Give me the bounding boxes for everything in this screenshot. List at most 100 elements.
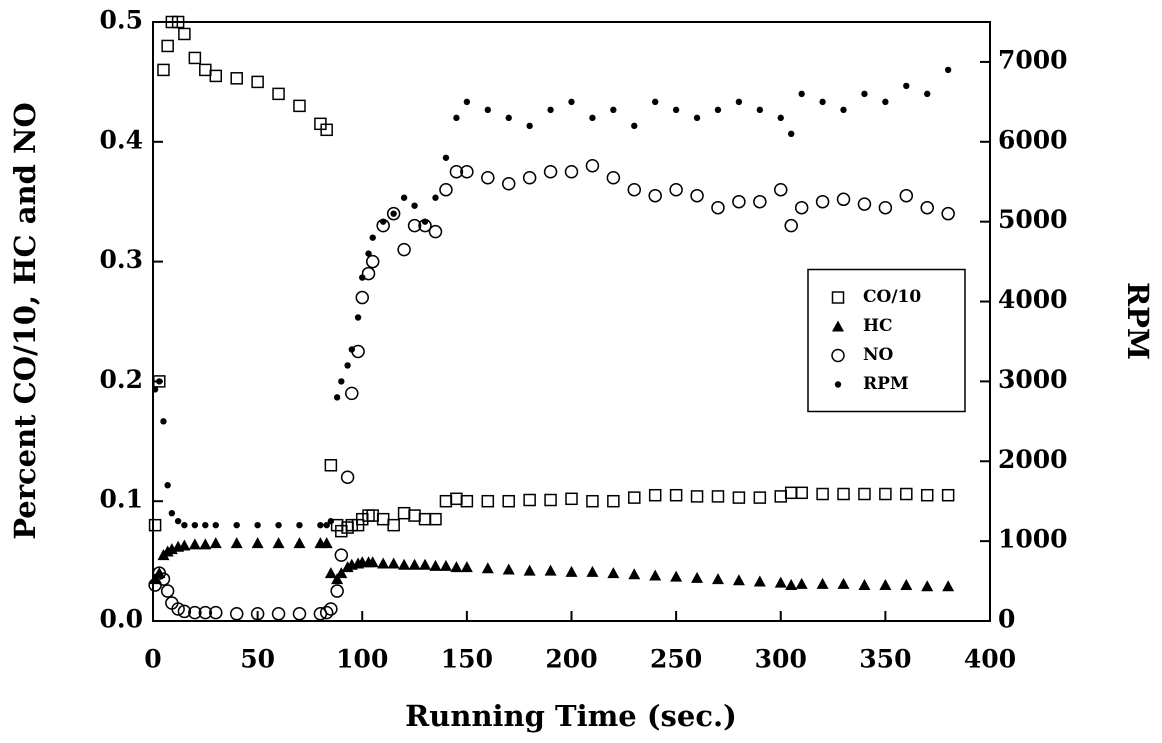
data-point [586, 494, 599, 508]
data-point [784, 486, 798, 500]
data-point [774, 490, 787, 503]
data-point [481, 562, 494, 574]
data-point [460, 165, 474, 179]
data-point [732, 491, 746, 504]
y2-tick-label: 4000 [998, 285, 1068, 314]
data-point [411, 202, 418, 209]
data-point [178, 27, 191, 41]
data-point [607, 567, 620, 579]
data-point [324, 459, 338, 472]
data-point [795, 486, 808, 500]
legend-box [807, 268, 966, 413]
data-point [439, 559, 452, 571]
y-tick-label: 0.5 [100, 6, 144, 35]
data-point [419, 558, 432, 570]
data-point [293, 537, 306, 549]
data-point [398, 558, 411, 570]
data-point [390, 210, 397, 217]
data-point [691, 571, 704, 583]
data-point [785, 579, 798, 591]
data-point [450, 492, 463, 506]
data-point [165, 15, 179, 29]
data-point [151, 386, 159, 393]
data-point [670, 570, 683, 582]
data-point [840, 106, 847, 114]
y-axis-label: Percent CO/10, HC and NO [8, 102, 42, 540]
data-point [449, 165, 464, 179]
data-point [711, 573, 724, 585]
data-point [338, 378, 345, 385]
data-point [920, 200, 934, 215]
data-point [522, 170, 537, 185]
data-point [784, 218, 798, 233]
data-point [156, 572, 171, 586]
x-tick-label: 300 [755, 645, 807, 674]
y-tick-label: 0.4 [100, 125, 144, 154]
data-point [941, 206, 955, 221]
data-point [711, 200, 725, 215]
data-point [229, 607, 244, 621]
data-point [365, 250, 372, 257]
data-point [711, 490, 725, 503]
data-point [481, 494, 495, 508]
data-point [160, 584, 175, 598]
data-point [272, 537, 285, 549]
data-point [199, 538, 212, 550]
data-point [794, 200, 809, 215]
data-point [161, 39, 174, 53]
data-point [857, 197, 872, 211]
data-point [858, 579, 871, 591]
data-point [320, 123, 333, 137]
x-tick-label: 50 [240, 645, 275, 674]
data-point [177, 604, 192, 619]
data-point [319, 605, 334, 620]
data-point [323, 521, 330, 529]
data-point [369, 234, 376, 241]
data-point [188, 538, 201, 550]
legend-label: RPM [863, 374, 909, 394]
data-point [568, 98, 575, 106]
x-tick-label: 350 [859, 645, 911, 674]
data-point [879, 487, 892, 501]
data-point [376, 512, 390, 526]
data-point [502, 563, 515, 575]
data-point [836, 192, 851, 207]
y2-tick-label: 5000 [998, 205, 1068, 234]
data-point [648, 188, 662, 203]
data-point [254, 521, 261, 529]
data-point [365, 254, 380, 269]
y-tick-label: 0.2 [100, 365, 144, 394]
data-point [421, 218, 429, 225]
data-point [652, 98, 659, 106]
data-point [209, 537, 222, 549]
data-point [607, 494, 620, 508]
data-point [164, 482, 171, 489]
data-point [355, 290, 369, 305]
legend: CO/10 HC NO RPM [807, 268, 966, 413]
x-axis-label: Running Time (sec.) [405, 699, 737, 733]
x-tick-label: 200 [545, 645, 597, 674]
data-point [171, 15, 185, 29]
data-point [586, 565, 599, 577]
data-point [153, 567, 166, 579]
data-point [397, 506, 411, 520]
data-point [753, 491, 767, 504]
data-point [251, 75, 264, 89]
data-point [348, 346, 355, 353]
y2-tick-label: 1000 [998, 525, 1068, 554]
data-point [628, 568, 641, 580]
series [148, 159, 955, 621]
data-point [366, 556, 379, 568]
legend-marker [831, 291, 845, 304]
data-point [344, 362, 351, 369]
data-point [188, 51, 202, 65]
data-point [188, 605, 202, 620]
data-point [160, 418, 167, 425]
data-point [439, 182, 453, 197]
x-tick-label: 400 [964, 645, 1016, 674]
data-point [230, 537, 243, 549]
data-point [816, 577, 829, 589]
data-point [606, 170, 621, 185]
data-point [903, 82, 910, 90]
data-point [941, 488, 955, 502]
